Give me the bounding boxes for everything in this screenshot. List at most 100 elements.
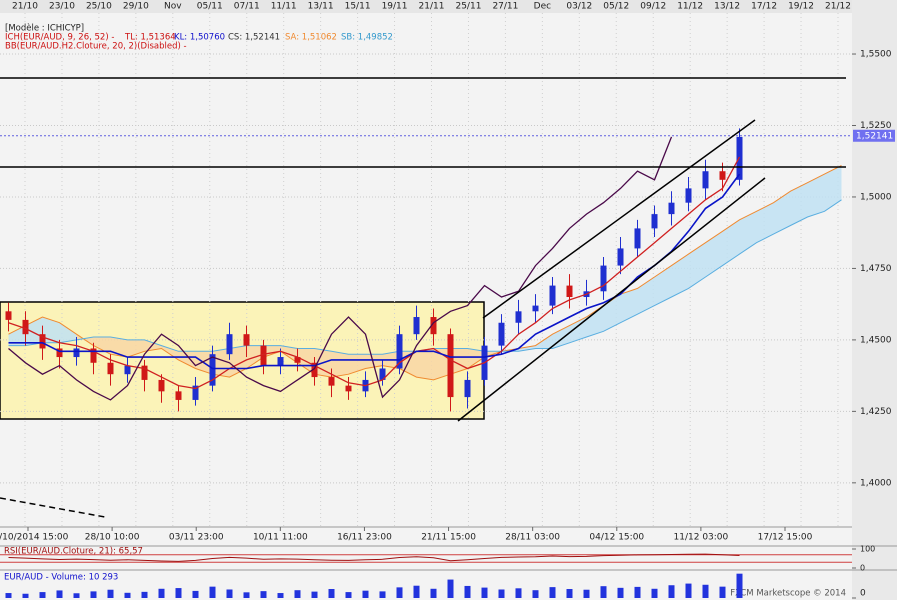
cloud-fill — [518, 345, 536, 352]
volume-bar — [141, 591, 148, 598]
volume-bar — [736, 573, 743, 598]
volume-bar — [498, 589, 505, 598]
rsi-title: RSI(EUR/AUD.Cloture, 21): 65,57 — [4, 547, 143, 557]
candle-body — [260, 345, 267, 366]
candle-body — [447, 334, 454, 398]
x-tick-label-bottom: 16/11 23:00 — [337, 533, 392, 543]
candle-body — [566, 285, 573, 298]
tenkan-line — [8, 156, 741, 390]
candle-body — [277, 357, 284, 366]
volume-bar — [107, 589, 114, 598]
x-tick-label-top: 09/12 — [640, 2, 666, 12]
candle-body — [328, 377, 335, 386]
y-tick-label: 1,5000 — [860, 192, 892, 202]
y-tick-label: 1,4750 — [860, 264, 892, 274]
volume-bar — [22, 593, 29, 598]
volume-bar — [583, 589, 590, 598]
cloud-fill — [212, 348, 230, 378]
volume-bar — [549, 587, 556, 598]
candle-body — [39, 334, 46, 349]
candle-body — [158, 379, 165, 392]
volume-bar — [396, 587, 403, 598]
cloud-fill — [467, 348, 485, 369]
candle-body — [532, 305, 539, 312]
y-tick-label: 100 — [860, 545, 875, 554]
cloud-fill — [807, 174, 825, 217]
volume-bar — [5, 593, 12, 598]
candle-body — [175, 391, 182, 400]
x-tick-label-top: 13/11 — [308, 2, 334, 12]
volume-bar — [328, 589, 335, 598]
volume-bar — [260, 591, 267, 598]
candle-body — [56, 348, 63, 358]
candle-body — [600, 265, 607, 292]
x-tick-label-top: 17/12 — [751, 2, 777, 12]
last-price-box — [853, 129, 895, 142]
cloud-fill — [586, 305, 604, 338]
rsi-line — [8, 553, 740, 562]
volume-bar — [362, 590, 369, 598]
cloud-fill — [178, 351, 196, 369]
main-plot — [0, 13, 852, 527]
x-tick-label-bottom: 04/12 15:00 — [589, 533, 644, 543]
volume-bar — [209, 586, 216, 598]
x-tick-label-top: 19/12 — [788, 2, 814, 12]
candle-body — [685, 188, 692, 203]
x-tick-label-top: 19/11 — [382, 2, 408, 12]
ich-label: ICH(EUR/AUD, 9, 26, 52) - — [5, 33, 114, 43]
last-price-label: 1,52141 — [856, 131, 893, 141]
channel-lower — [457, 177, 766, 422]
cloud-fill — [93, 337, 111, 355]
volume-bar — [617, 587, 624, 598]
cloud-fill — [824, 165, 842, 212]
volume-bar — [481, 587, 488, 598]
volume-bar — [430, 588, 437, 598]
volume-bar — [226, 589, 233, 598]
y-tick-label: 0 — [860, 589, 866, 599]
candle-body — [141, 365, 148, 380]
candle-body — [311, 362, 318, 378]
x-tick-label-bottom: 21/11 15:00 — [421, 533, 476, 543]
y-tick-label: 1,5250 — [860, 121, 892, 131]
x-tick-label-top: 05/12 — [603, 2, 629, 12]
cloud-fill — [25, 317, 43, 346]
x-tick-label-bottom: 28/11 03:00 — [505, 533, 560, 543]
chikou-line — [8, 136, 673, 401]
x-tick-label-top: 03/12 — [566, 2, 592, 12]
x-tick-label-top: 15/11 — [345, 2, 371, 12]
ich-cs: CS: 1,52141 — [228, 33, 280, 43]
candle-body — [294, 357, 301, 363]
volume-bar — [651, 588, 658, 598]
channel-upper — [482, 119, 756, 319]
cloud-fill — [654, 265, 672, 306]
cloud-fill — [535, 334, 553, 349]
x-tick-label-top: 23/10 — [49, 2, 75, 12]
x-tick-label-top: 21/12 — [825, 2, 851, 12]
cloud-fill — [263, 345, 281, 358]
candle-body — [549, 285, 556, 306]
cloud-fill — [756, 202, 774, 243]
candle-body — [73, 348, 80, 358]
x-tick-label-top: 29/10 — [123, 2, 149, 12]
x-tick-label-bottom: 17/12 15:00 — [758, 533, 813, 543]
x-tick-label-top: 25/10 — [86, 2, 112, 12]
x-tick-label-bottom: 11/12 03:00 — [674, 533, 729, 543]
volume-bar — [56, 590, 63, 598]
ich-sb: SB: 1,49852 — [341, 33, 393, 43]
candle-body — [396, 334, 403, 369]
cloud-fill — [688, 242, 706, 289]
cloud-fill — [773, 191, 791, 235]
volume-bar — [277, 593, 284, 598]
x-tick-label-bottom: 17/10/2014 15:00 — [0, 533, 69, 543]
cloud-fill — [603, 294, 621, 332]
volume-bar — [124, 592, 131, 598]
volume-bar — [702, 584, 709, 598]
candle-body — [464, 379, 471, 398]
volume-bar — [311, 591, 318, 598]
volume-bar — [566, 589, 573, 598]
y-tick-label: 1,4500 — [860, 335, 892, 345]
candle-body — [413, 317, 420, 335]
x-tick-label-top: Dec — [534, 2, 551, 12]
y-tick-label: 1,4000 — [860, 478, 892, 488]
